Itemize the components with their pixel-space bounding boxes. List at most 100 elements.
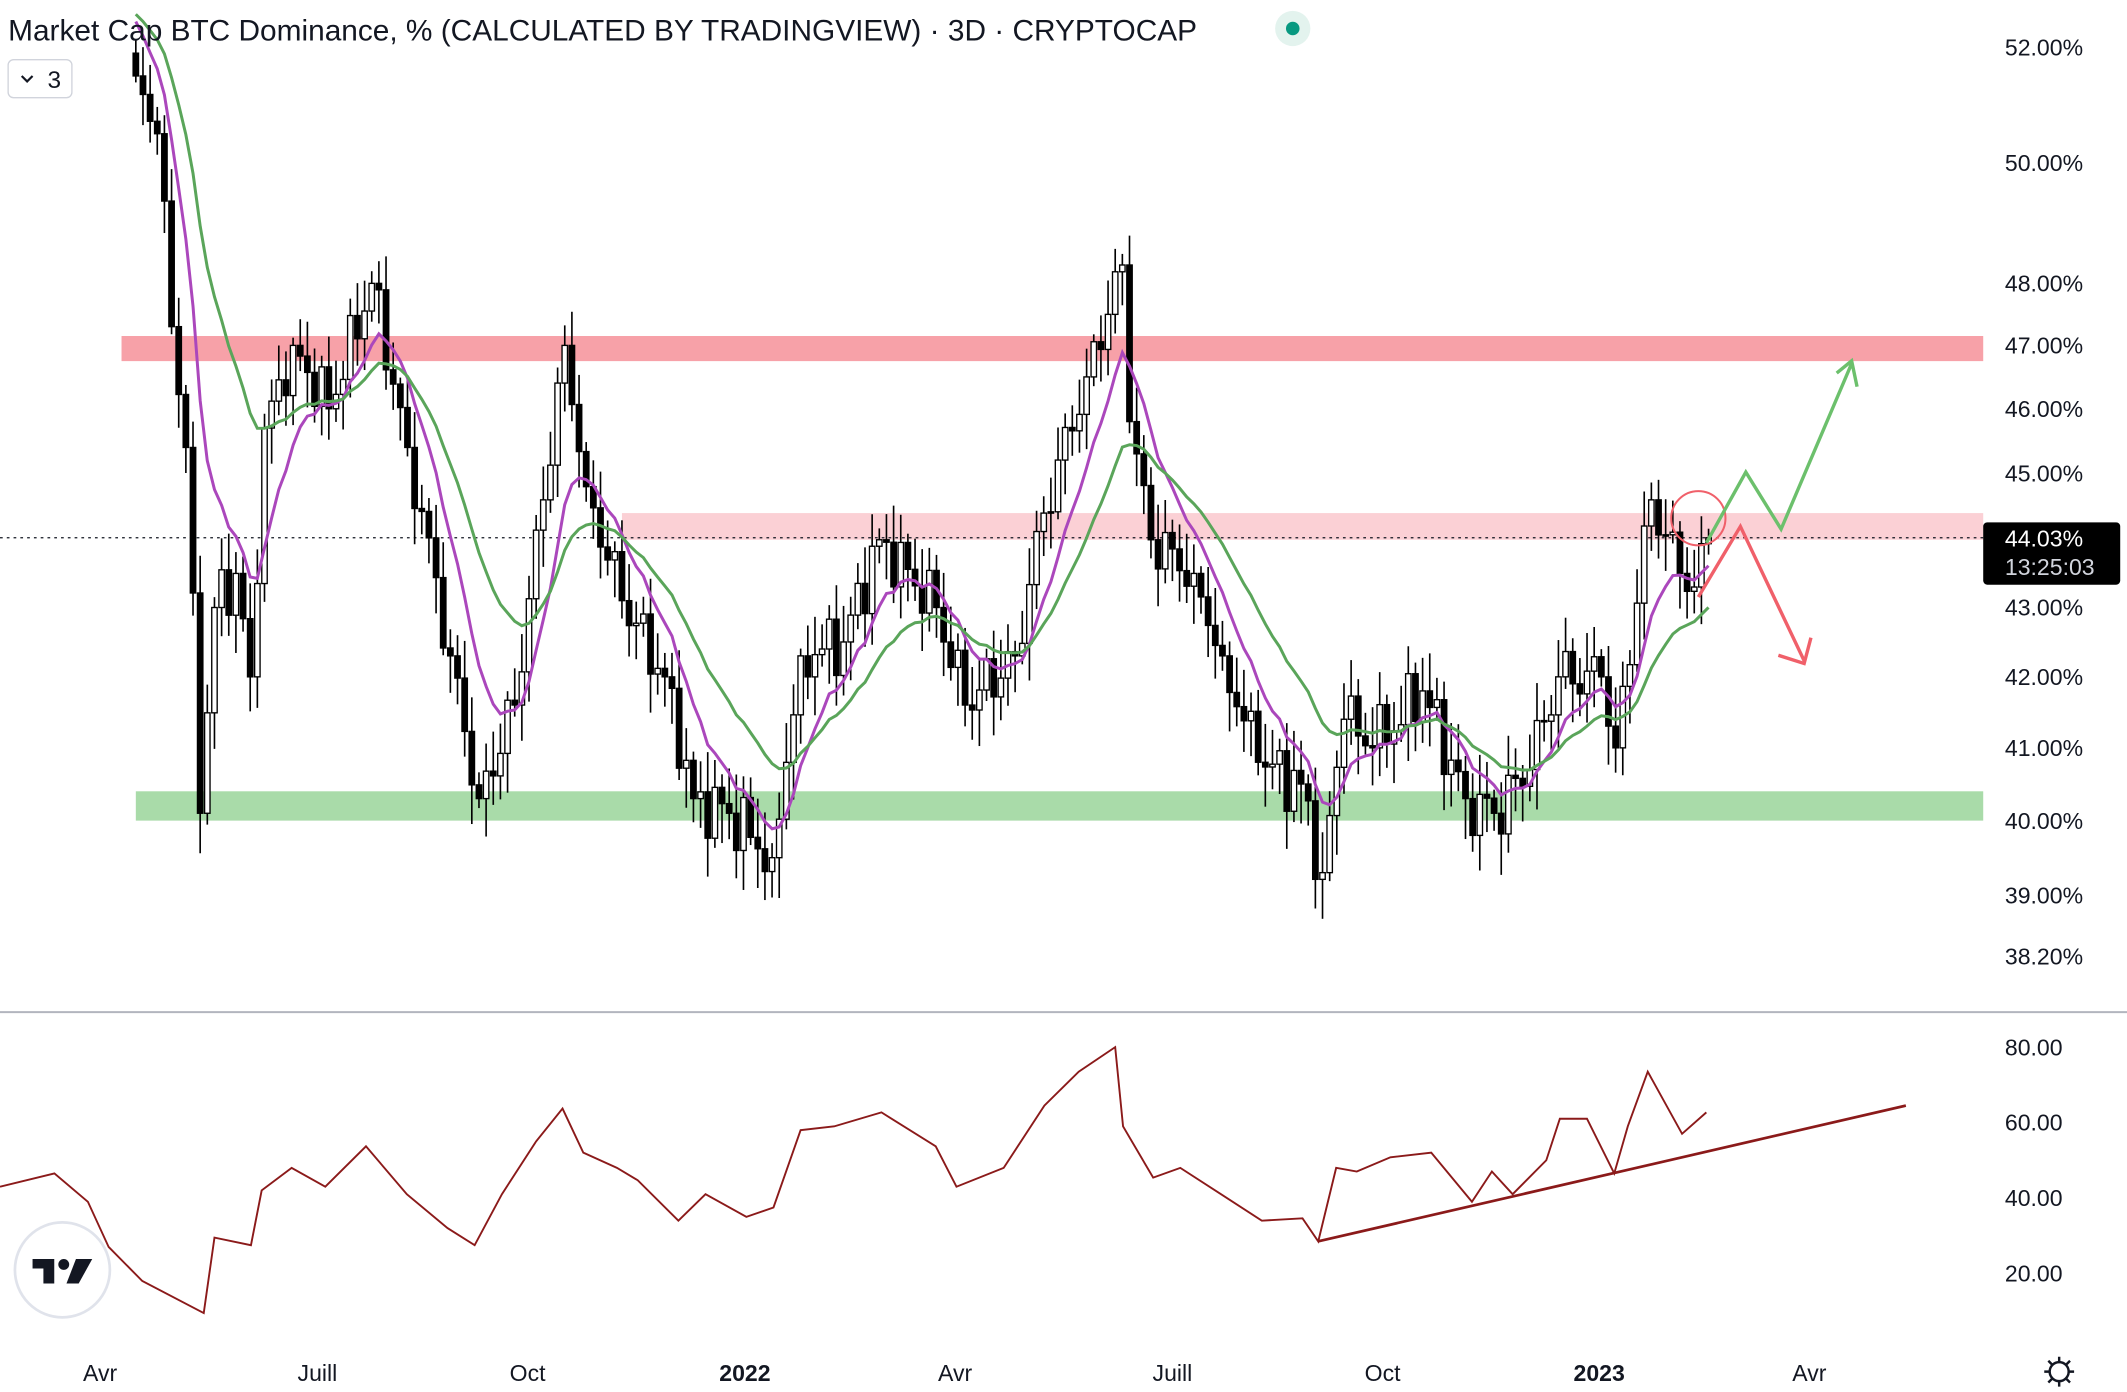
- candle-body: [1340, 718, 1348, 768]
- candle-body: [1211, 624, 1219, 647]
- price-axis[interactable]: 52.00% 50.00% 48.00% 47.00% 46.00% 45.00% 43.0…: [2005, 35, 2083, 970]
- candle-body: [1219, 644, 1226, 657]
- candle-body: [990, 658, 998, 698]
- candle-body: [1204, 596, 1212, 627]
- candle-body: [1640, 525, 1648, 604]
- candle-body: [1154, 539, 1162, 570]
- market-status-icon[interactable]: [1285, 21, 1300, 36]
- candle: [1083, 348, 1091, 450]
- candle: [475, 772, 483, 809]
- candle-body: [346, 314, 354, 381]
- candle: [1126, 235, 1133, 434]
- price-tick-label: 47.00%: [2005, 333, 2083, 359]
- candle-body: [268, 400, 276, 429]
- candle: [1605, 646, 1612, 765]
- candle-body: [232, 572, 240, 616]
- candle: [933, 554, 940, 638]
- candle: [975, 657, 983, 747]
- candle: [1333, 750, 1341, 855]
- highlight-circle[interactable]: [1670, 490, 1727, 547]
- candle: [904, 533, 912, 602]
- candle-body: [883, 539, 890, 543]
- candle: [168, 169, 175, 335]
- candle-body: [1083, 376, 1091, 416]
- candle: [1647, 482, 1655, 551]
- time-axis[interactable]: Avr Juill Oct 2022 Avr Juill Oct 2023 Avr: [83, 1360, 1827, 1386]
- candle: [1662, 499, 1670, 571]
- candle-body: [897, 541, 905, 588]
- collapse-indicators-button[interactable]: 3: [7, 59, 73, 99]
- time-tick-label: 2022: [719, 1360, 770, 1386]
- candle-body: [625, 599, 633, 627]
- candle-body: [904, 541, 912, 570]
- candle: [704, 752, 712, 877]
- candle: [1698, 516, 1705, 625]
- bullish-arrow[interactable]: [1705, 362, 1854, 544]
- rsi-tick-label: 20.00: [2005, 1261, 2063, 1287]
- candle: [1240, 669, 1248, 752]
- candle-body: [1662, 534, 1670, 537]
- candle-body: [968, 704, 976, 711]
- candle-body: [1576, 683, 1584, 695]
- candles-layer: [132, 40, 1712, 919]
- candle-body: [811, 653, 819, 678]
- candle-body: [961, 649, 969, 706]
- candle: [446, 629, 454, 693]
- candle-body: [1240, 705, 1248, 722]
- candle: [1540, 700, 1548, 742]
- candle: [418, 484, 426, 535]
- candle: [1419, 657, 1426, 743]
- candle: [1261, 723, 1269, 807]
- price-tick-label: 39.00%: [2005, 882, 2083, 908]
- candle-body: [461, 677, 469, 733]
- candle: [768, 843, 776, 898]
- candle-body: [1433, 699, 1441, 709]
- candle-body: [940, 606, 948, 643]
- candle-body: [211, 606, 218, 714]
- candle-body: [489, 770, 497, 777]
- candle: [289, 337, 297, 426]
- candle: [1505, 735, 1512, 853]
- tradingview-logo[interactable]: [13, 1221, 112, 1319]
- candle-body: [253, 582, 261, 678]
- rsi-trendline[interactable]: [1317, 1104, 1907, 1243]
- candle-body: [1462, 770, 1469, 800]
- candle: [261, 413, 268, 602]
- candle-body: [425, 510, 433, 539]
- candle-body: [361, 310, 368, 340]
- candle-body: [925, 569, 933, 614]
- candle: [1233, 657, 1241, 727]
- candle-body: [1283, 750, 1291, 812]
- candle: [1633, 569, 1641, 673]
- candle-body: [790, 714, 797, 764]
- candle: [296, 319, 304, 372]
- rsi-axis[interactable]: 80.00 60.00 40.00 20.00: [2005, 1034, 2063, 1286]
- candle: [1597, 649, 1605, 687]
- candle-body: [432, 537, 440, 579]
- candle: [1683, 547, 1691, 619]
- candle-body: [1176, 548, 1183, 572]
- price-tick-label: 41.00%: [2005, 735, 2083, 761]
- candle-body: [997, 677, 1005, 698]
- candle: [690, 751, 697, 823]
- candle-body: [1447, 759, 1455, 776]
- candle-body: [189, 446, 197, 594]
- candle: [1555, 640, 1562, 751]
- candle-body: [1440, 699, 1448, 776]
- candle-body: [1054, 459, 1062, 513]
- bearish-arrow[interactable]: [1696, 522, 1806, 662]
- candle-body: [239, 572, 247, 620]
- projection-drawings[interactable]: [1670, 357, 1859, 666]
- candle-body: [1140, 453, 1148, 487]
- candle: [375, 261, 383, 324]
- candle-body: [1490, 797, 1498, 814]
- gear-icon[interactable]: [2044, 1356, 2075, 1387]
- candle: [225, 533, 233, 636]
- candle: [432, 504, 440, 614]
- candle: [518, 634, 526, 741]
- candle: [1211, 587, 1219, 679]
- candle-body: [1254, 710, 1262, 763]
- candle-body: [1540, 719, 1548, 723]
- candle-body: [668, 676, 676, 690]
